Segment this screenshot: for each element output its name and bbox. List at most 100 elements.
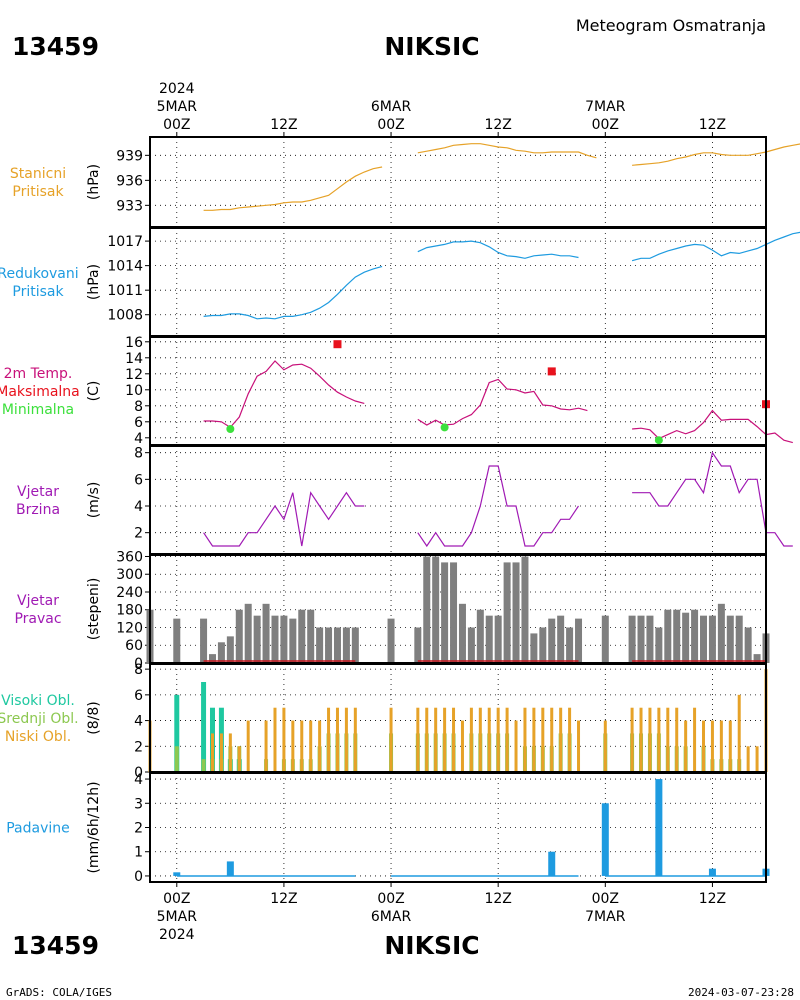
x-tick-label-bottom: 12Z bbox=[270, 891, 297, 907]
y-tick-label: 120 bbox=[116, 620, 143, 636]
panel-label: Srednji Obl. bbox=[0, 711, 79, 727]
direction-bar bbox=[548, 618, 556, 663]
y-tick-label: 14 bbox=[125, 351, 143, 367]
cloud-low-bar bbox=[434, 707, 438, 772]
cloud-low-bar bbox=[452, 707, 456, 772]
date-label-top: 6MAR bbox=[371, 99, 412, 115]
panel-label: Minimalna bbox=[2, 402, 74, 418]
x-tick-label-top: 12Z bbox=[484, 117, 511, 133]
cloud-low-bar bbox=[237, 746, 241, 772]
cloud-low-bar bbox=[389, 707, 393, 772]
x-tick-label-top: 00Z bbox=[592, 117, 619, 133]
direction-bar bbox=[673, 609, 681, 663]
y-tick-label: 360 bbox=[116, 549, 143, 565]
direction-bar bbox=[235, 609, 243, 663]
cloud-low-bar bbox=[639, 707, 643, 772]
panel-label: Brzina bbox=[16, 502, 60, 518]
direction-bar bbox=[628, 615, 636, 663]
direction-bar bbox=[244, 603, 252, 663]
direction-bar bbox=[575, 618, 583, 663]
direction-bar bbox=[637, 615, 645, 663]
direction-bar bbox=[476, 609, 484, 663]
x-tick-label-top: 12Z bbox=[699, 117, 726, 133]
cloud-low-bar bbox=[630, 707, 634, 772]
direction-bar bbox=[280, 615, 288, 663]
cloud-low-bar bbox=[550, 707, 554, 772]
cloud-low-bar bbox=[657, 707, 661, 772]
panel-label: Padavine bbox=[6, 821, 70, 837]
data-line bbox=[203, 166, 383, 211]
panel-label: Pritisak bbox=[12, 284, 64, 300]
panel-label: Vjetar bbox=[17, 484, 59, 500]
cloud-low-bar bbox=[719, 720, 723, 772]
y-tick-label: 8 bbox=[134, 662, 143, 678]
precip-bar bbox=[548, 851, 556, 876]
cloud-low-bar bbox=[710, 720, 714, 772]
x-tick-label-bottom: 00Z bbox=[377, 891, 404, 907]
direction-bar bbox=[217, 642, 225, 663]
panel-label: 2m Temp. bbox=[4, 366, 73, 382]
data-line bbox=[203, 265, 383, 320]
cloud-low-bar bbox=[425, 707, 429, 772]
cloud-low-bar bbox=[344, 707, 348, 772]
cloud-low-bar bbox=[675, 707, 679, 772]
cloud-low-bar bbox=[273, 707, 277, 772]
date-label-bottom: 6MAR bbox=[371, 909, 412, 925]
cloud-low-bar bbox=[541, 707, 545, 772]
panel-label: Pritisak bbox=[12, 184, 64, 200]
cloud-low-bar bbox=[532, 707, 536, 772]
data-line bbox=[417, 465, 579, 548]
cloud-high-bar bbox=[201, 682, 207, 772]
cloud-low-bar bbox=[755, 746, 759, 772]
panel-label: Stanicni bbox=[10, 166, 66, 182]
cloud-low-bar bbox=[291, 720, 295, 772]
panel-frame bbox=[149, 336, 767, 446]
cloud-low-bar bbox=[666, 707, 670, 772]
direction-bar bbox=[316, 627, 324, 663]
panel-frame bbox=[149, 772, 767, 883]
panel-frame bbox=[149, 445, 767, 555]
footer-timestamp: 2024-03-07-23:28 bbox=[688, 986, 794, 999]
cloud-low-bar bbox=[460, 720, 464, 772]
y-axis-label: (mm/6h/12h) bbox=[86, 781, 102, 873]
data-line bbox=[631, 231, 800, 262]
cloud-low-bar bbox=[469, 707, 473, 772]
y-tick-label: 1014 bbox=[107, 259, 143, 275]
data-line bbox=[203, 491, 365, 547]
cloud-low-bar bbox=[559, 707, 563, 772]
x-tick-label-bottom: 00Z bbox=[163, 891, 190, 907]
direction-bar bbox=[646, 615, 654, 663]
precip-bar bbox=[173, 872, 181, 876]
cloud-low-bar bbox=[478, 707, 482, 772]
y-tick-label: 10 bbox=[125, 383, 143, 399]
direction-bar bbox=[753, 654, 761, 663]
direction-bar bbox=[566, 627, 574, 663]
direction-bar bbox=[664, 609, 672, 663]
cloud-low-bar bbox=[318, 720, 322, 772]
cloud-low-bar bbox=[514, 720, 518, 772]
cloud-low-bar bbox=[684, 720, 688, 772]
cloud-low-bar bbox=[327, 707, 331, 772]
panel-frame bbox=[149, 227, 767, 337]
direction-bar bbox=[539, 627, 547, 663]
direction-bar bbox=[253, 615, 261, 663]
cloud-low-bar bbox=[523, 707, 527, 772]
direction-bar bbox=[208, 654, 216, 663]
y-tick-label: 4 bbox=[134, 772, 143, 788]
cloud-low-bar bbox=[416, 707, 420, 772]
cloud-low-bar bbox=[702, 720, 706, 772]
direction-bar bbox=[450, 562, 458, 663]
direction-bar bbox=[700, 615, 708, 663]
cloud-low-bar bbox=[693, 707, 697, 772]
cloud-low-bar bbox=[603, 720, 607, 772]
y-tick-label: 12 bbox=[125, 367, 143, 383]
cloud-mid-bar bbox=[201, 759, 206, 772]
y-tick-label: 300 bbox=[116, 567, 143, 583]
direction-bar bbox=[307, 609, 315, 663]
direction-bar bbox=[726, 615, 734, 663]
panel-label: Vjetar bbox=[17, 593, 59, 609]
precip-bar bbox=[601, 803, 609, 876]
y-axis-label: (hPa) bbox=[86, 264, 102, 300]
precip-bar bbox=[708, 868, 716, 876]
